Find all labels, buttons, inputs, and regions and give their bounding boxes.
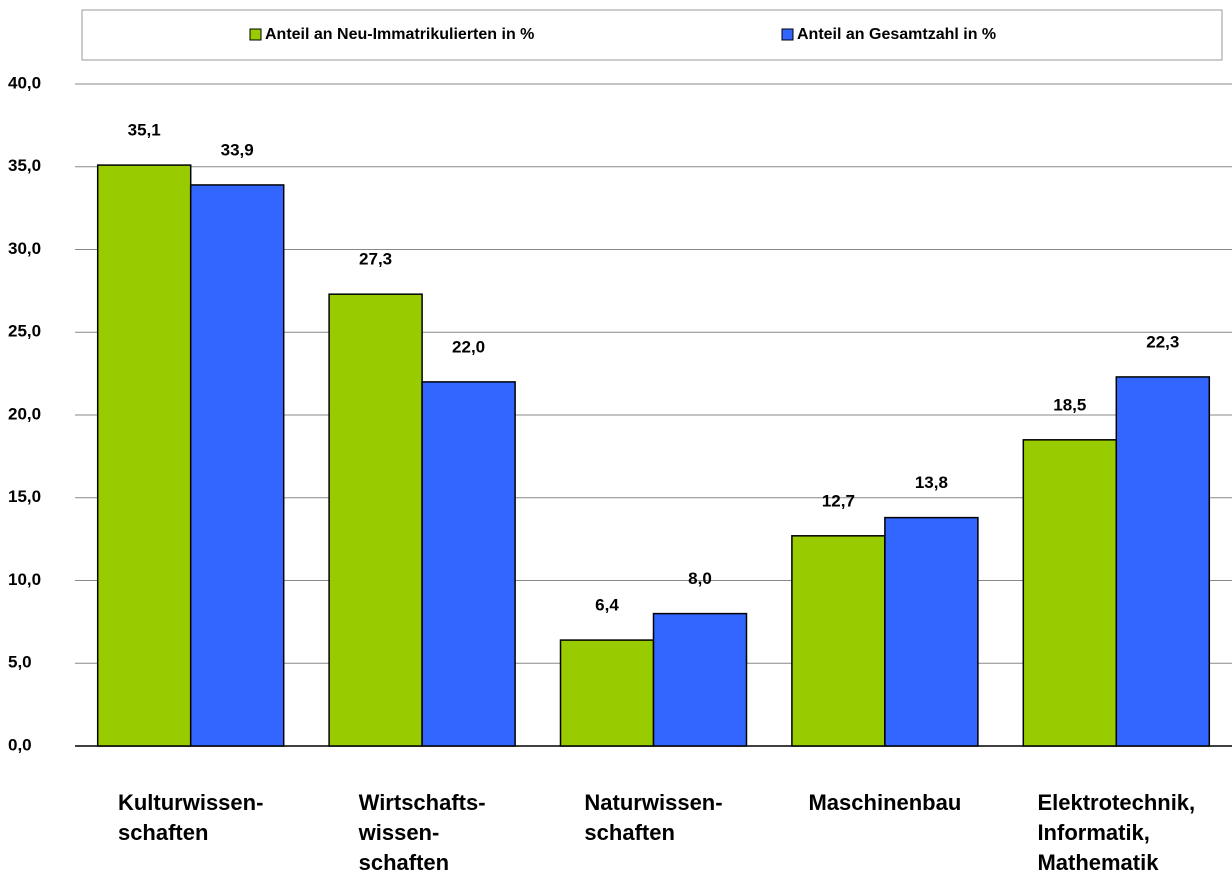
legend-swatch [249, 28, 262, 41]
legend-swatch [781, 28, 794, 41]
y-tick-label: 15,0 [8, 487, 41, 506]
legend-label: Anteil an Neu-Immatrikulierten in % [265, 26, 534, 43]
y-tick-label: 20,0 [8, 404, 41, 423]
bar [884, 516, 979, 747]
y-tick-label: 10,0 [8, 570, 41, 589]
value-label: 22,0 [452, 337, 485, 356]
bar [189, 184, 285, 747]
legend-box [81, 9, 1223, 61]
bar [559, 639, 655, 747]
value-label: 27,3 [359, 250, 392, 269]
x-tick-label: Elektrotechnik, Informatik, Mathematik [1037, 790, 1196, 872]
bar [652, 612, 748, 747]
y-tick-label: 35,0 [8, 156, 41, 175]
y-tick-label: 40,0 [8, 73, 41, 92]
legend-label: Anteil an Gesamtzahl in % [797, 26, 996, 43]
bar [328, 293, 423, 747]
bar [96, 164, 192, 747]
bar [1022, 439, 1118, 747]
x-tick-label: Wirtschafts- wissen- schaften [358, 790, 486, 872]
value-label: 18,5 [1053, 395, 1086, 414]
value-label: 12,7 [822, 491, 855, 510]
bar [791, 535, 886, 747]
x-tick-label: Naturwissen- schaften [584, 790, 723, 845]
x-tick-label: Kulturwissen- schaften [117, 790, 264, 845]
bar [1115, 376, 1211, 747]
y-tick-label: 5,0 [8, 653, 32, 672]
value-label: 22,3 [1146, 332, 1179, 351]
value-label: 13,8 [915, 473, 948, 492]
value-label: 6,4 [595, 596, 619, 615]
value-label: 35,1 [128, 121, 161, 140]
y-tick-label: 25,0 [8, 322, 41, 341]
y-tick-label: 0,0 [8, 735, 32, 754]
bar [421, 381, 516, 747]
value-label: 8,0 [688, 569, 712, 588]
y-tick-label: 30,0 [8, 239, 41, 258]
x-tick-label: Maschinenbau [808, 790, 962, 815]
value-label: 33,9 [221, 140, 254, 159]
